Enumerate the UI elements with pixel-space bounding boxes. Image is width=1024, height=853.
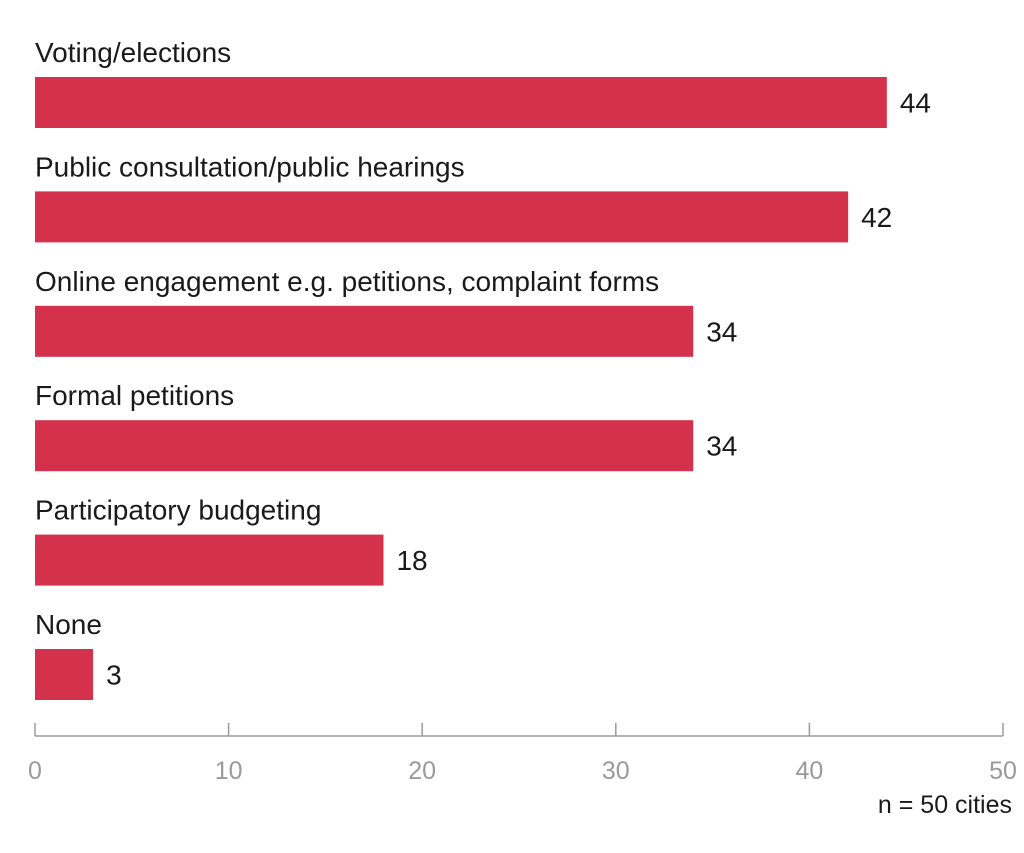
x-tick-label: 40 xyxy=(795,757,823,785)
category-label: None xyxy=(35,609,102,640)
x-tick-label: 0 xyxy=(28,757,42,785)
bar xyxy=(35,420,694,472)
category-label: Online engagement e.g. petitions, compla… xyxy=(35,266,659,297)
category-label: Voting/elections xyxy=(35,37,231,68)
x-tick-label: 50 xyxy=(989,757,1017,785)
bar xyxy=(35,191,849,243)
data-label: 34 xyxy=(706,316,737,347)
x-tick-label: 20 xyxy=(408,757,436,785)
data-label: 42 xyxy=(861,202,892,233)
x-tick-label: 10 xyxy=(215,757,243,785)
category-label: Public consultation/public hearings xyxy=(35,151,465,182)
data-label: 44 xyxy=(900,88,931,119)
category-label: Formal petitions xyxy=(35,380,234,411)
data-label: 34 xyxy=(706,431,737,462)
sample-size-note: n = 50 cities xyxy=(878,791,1012,819)
x-axis: 0 10 20 30 40 50 xyxy=(28,723,1017,785)
category-label: Participatory budgeting xyxy=(35,495,321,526)
bar xyxy=(35,534,384,586)
bar xyxy=(35,649,94,700)
bar xyxy=(35,77,887,128)
x-tick-label: 30 xyxy=(602,757,630,785)
bar xyxy=(35,305,694,357)
bars-layer: Voting/elections 44 Public consultation/pu… xyxy=(35,37,931,700)
data-label: 18 xyxy=(396,545,427,576)
data-label: 3 xyxy=(106,660,122,691)
